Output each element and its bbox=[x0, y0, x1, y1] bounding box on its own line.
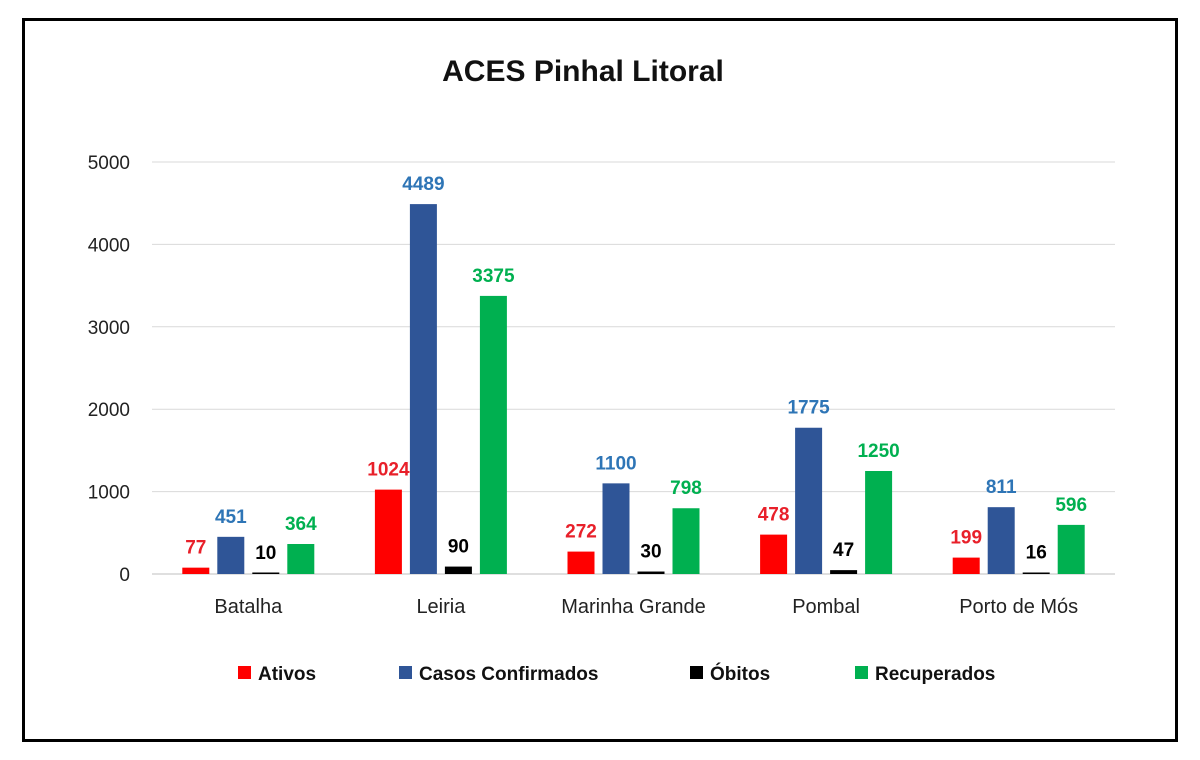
data-label: 364 bbox=[285, 514, 317, 535]
bar bbox=[287, 544, 315, 574]
data-label: 90 bbox=[448, 537, 469, 558]
bar bbox=[409, 204, 437, 575]
bar bbox=[567, 551, 595, 574]
bar bbox=[952, 557, 980, 574]
data-label: 3375 bbox=[472, 266, 515, 287]
bar bbox=[1057, 524, 1085, 574]
legend-swatch bbox=[399, 666, 412, 679]
chart-frame bbox=[22, 18, 1178, 742]
bar bbox=[182, 567, 210, 574]
data-label: 1250 bbox=[857, 441, 899, 462]
data-label: 1024 bbox=[367, 460, 410, 481]
data-label: 30 bbox=[640, 542, 661, 563]
data-label: 451 bbox=[215, 507, 247, 528]
gridlines bbox=[152, 161, 1115, 575]
legend-label: Casos Confirmados bbox=[419, 664, 598, 685]
data-label: 16 bbox=[1026, 543, 1047, 564]
data-label: 798 bbox=[670, 478, 702, 499]
y-tick-label: 0 bbox=[119, 565, 130, 586]
bar bbox=[760, 534, 788, 574]
bar bbox=[637, 571, 665, 574]
bar bbox=[987, 507, 1015, 574]
bar bbox=[672, 508, 700, 574]
bar bbox=[830, 570, 858, 574]
bar bbox=[479, 295, 507, 574]
y-tick-label: 3000 bbox=[88, 318, 130, 339]
bar bbox=[444, 566, 472, 574]
data-label: 10 bbox=[255, 543, 276, 564]
legend-label: Recuperados bbox=[875, 664, 995, 685]
bar bbox=[602, 483, 630, 574]
bar bbox=[374, 489, 402, 574]
bar bbox=[1022, 572, 1050, 574]
legend-label: Óbitos bbox=[710, 663, 770, 685]
chart-title: ACES Pinhal Litoral bbox=[442, 55, 724, 88]
legend-label: Ativos bbox=[258, 664, 316, 685]
legend-swatch bbox=[855, 666, 868, 679]
bar bbox=[865, 471, 893, 574]
y-tick-label: 4000 bbox=[88, 235, 130, 256]
data-label: 47 bbox=[833, 540, 854, 561]
legend-swatch bbox=[690, 666, 703, 679]
x-axis: Batalha Leiria Marinha Grande Pombal Porto d… bbox=[214, 596, 1078, 618]
data-label: 199 bbox=[950, 528, 982, 549]
data-label: 272 bbox=[565, 522, 597, 543]
y-axis: 0 1000 2000 3000 4000 5000 bbox=[88, 153, 130, 586]
x-tick-label: Marinha Grande bbox=[561, 596, 706, 618]
data-labels: 7745110364102444899033752721100307984781… bbox=[185, 174, 1087, 564]
x-tick-label: Pombal bbox=[792, 596, 860, 618]
y-tick-label: 5000 bbox=[88, 153, 130, 174]
bar bbox=[217, 536, 245, 574]
legend: Ativos Casos Confirmados Óbitos Recuperados bbox=[238, 663, 995, 685]
data-label: 77 bbox=[185, 538, 206, 559]
data-label: 1775 bbox=[787, 398, 830, 419]
y-tick-label: 1000 bbox=[88, 483, 130, 504]
y-tick-label: 2000 bbox=[88, 400, 130, 421]
x-tick-label: Batalha bbox=[214, 596, 283, 618]
bars bbox=[182, 204, 1085, 575]
x-tick-label: Leiria bbox=[416, 596, 466, 618]
data-label: 478 bbox=[758, 505, 790, 526]
legend-swatch bbox=[238, 666, 251, 679]
data-label: 811 bbox=[986, 477, 1017, 498]
data-label: 4489 bbox=[402, 174, 444, 195]
x-tick-label: Porto de Mós bbox=[959, 596, 1078, 618]
data-label: 1100 bbox=[595, 453, 636, 474]
bar bbox=[252, 572, 280, 574]
data-label: 596 bbox=[1055, 495, 1087, 516]
bar bbox=[795, 427, 823, 574]
